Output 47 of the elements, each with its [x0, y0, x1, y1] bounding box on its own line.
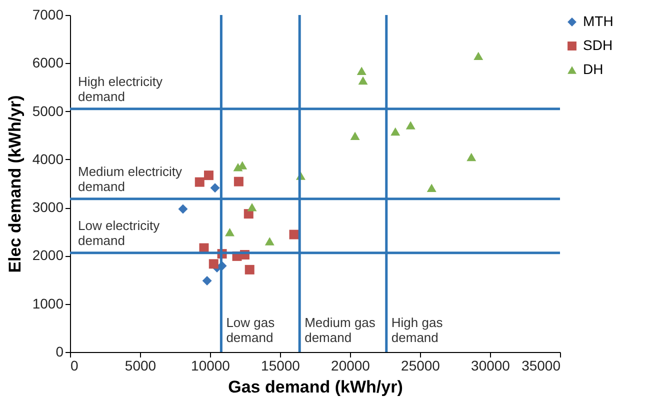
ref-line-label: Low electricity demand	[78, 218, 160, 248]
x-tick-label: 35000	[522, 358, 561, 374]
x-tick-label: 5000	[124, 358, 156, 374]
ref-line-label: Medium electricity demand	[78, 164, 183, 194]
point	[356, 66, 366, 75]
point	[224, 228, 234, 236]
y-tick-label: 3000	[32, 199, 64, 216]
x-tick-label: 25000	[401, 358, 440, 374]
legend-label: DH	[583, 61, 604, 77]
y-tick-label: 5000	[32, 102, 64, 119]
point	[358, 76, 368, 85]
ref-line-label: Medium gas demand	[304, 315, 376, 345]
y-tick-label: 2000	[32, 247, 64, 264]
point	[202, 276, 212, 286]
point	[289, 230, 299, 240]
ref-line-label: High electricity demand	[78, 74, 164, 104]
y-tick-label: 1000	[32, 295, 64, 312]
point	[406, 121, 416, 130]
point	[178, 204, 188, 214]
x-tick-label: 20000	[331, 358, 370, 374]
y-axis-title: Elec demand (kWh/yr)	[5, 95, 24, 273]
y-tick-label: 0	[56, 344, 64, 360]
point	[474, 52, 484, 60]
point	[210, 183, 220, 193]
x-tick-label: 15000	[261, 358, 300, 374]
ref-line-label: Low gas demand	[226, 315, 276, 345]
legend-label: MTH	[583, 13, 614, 29]
y-tick-label: 7000	[32, 6, 64, 22]
y-tick-label: 6000	[32, 54, 64, 71]
point	[426, 184, 436, 192]
x-tick-label: 10000	[191, 358, 230, 374]
y-tick-label: 4000	[32, 150, 64, 167]
point	[264, 237, 274, 246]
point	[350, 132, 360, 140]
x-tick-label: 30000	[471, 358, 510, 374]
x-tick-label: 0	[70, 358, 78, 374]
point	[234, 176, 244, 186]
point	[204, 170, 214, 180]
point	[208, 259, 218, 269]
legend-label: SDH	[583, 37, 613, 53]
point	[247, 202, 257, 212]
point	[466, 152, 476, 162]
ref-line-label: High gas demand	[391, 315, 444, 345]
point	[244, 264, 254, 274]
point	[390, 127, 400, 136]
point	[194, 177, 204, 187]
x-axis-title: Gas demand (kWh/yr)	[228, 378, 403, 396]
